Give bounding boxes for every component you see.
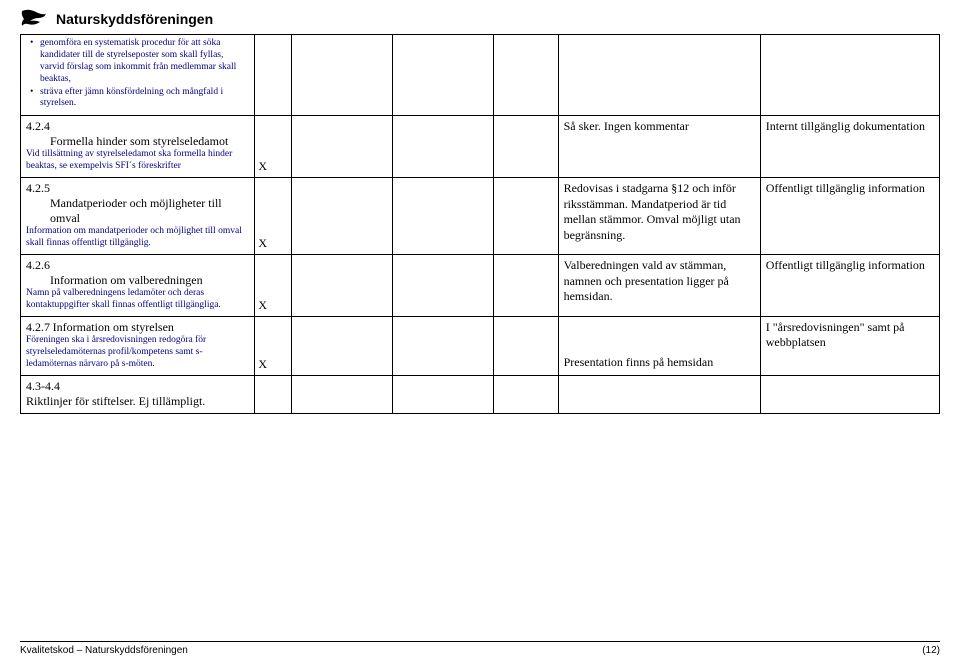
table-row: genomföra en systematisk procedur för at… [21,35,940,116]
section-title: Riktlinjer för stiftelser. Ej tillämplig… [26,394,249,409]
empty-cell [494,255,558,317]
section-title: Mandatperioder och möjligheter till omva… [50,196,249,226]
table-row: 4.3-4.4 Riktlinjer för stiftelser. Ej ti… [21,375,940,413]
section-number: 4.2.5 [26,181,50,195]
empty-cell [292,375,393,413]
section-number: 4.3-4.4 [26,379,249,394]
section-title: Formella hinder som styrelseledamot [50,134,249,149]
x-mark: X [255,255,292,317]
empty-cell [292,316,393,375]
description-cell: 4.3-4.4 Riktlinjer för stiftelser. Ej ti… [21,375,255,413]
empty-cell [393,375,494,413]
section-number: 4.2.6 [26,258,50,272]
result-cell: Offentligt tillgänglig information [760,255,939,317]
list-item: sträva efter jämn könsfördelning och mån… [40,87,249,111]
empty-cell [494,35,558,116]
empty-cell [558,375,760,413]
section-desc: Information om mandatperioder och möjlig… [26,226,249,250]
empty-cell [393,35,494,116]
section-desc: Namn på valberedningens ledamöter och de… [26,288,249,312]
section-number: 4.2.4 [26,119,50,133]
section-title: Information om styrelsen [53,320,174,334]
empty-cell [393,316,494,375]
x-mark: X [255,116,292,178]
empty-cell [494,116,558,178]
comment-cell: Så sker. Ingen kommentar [558,116,760,178]
empty-cell [558,35,760,116]
footer-page-number: (12) [922,642,940,656]
table-row: 4.2.6 Information om valberedningen Namn… [21,255,940,317]
content-table-wrap: genomföra en systematisk procedur för at… [0,34,960,414]
falcon-icon [20,8,48,30]
section-title: Information om valberedningen [50,273,249,288]
content-table: genomföra en systematisk procedur för at… [20,34,940,414]
description-cell: 4.2.5 Mandatperioder och möjligheter til… [21,178,255,255]
bullet-list: genomföra en systematisk procedur för at… [26,38,249,110]
section-number: 4.2.7 [26,320,50,334]
comment-cell: Valberedningen vald av stämman, namnen o… [558,255,760,317]
empty-cell [760,375,939,413]
empty-cell [292,255,393,317]
empty-cell [292,35,393,116]
empty-cell [255,375,292,413]
description-cell: 4.2.6 Information om valberedningen Namn… [21,255,255,317]
description-cell: genomföra en systematisk procedur för at… [21,35,255,116]
footer-left: Kvalitetskod – Naturskyddsföreningen [20,645,188,656]
x-mark: X [255,316,292,375]
result-cell: Offentligt tillgänglig information [760,178,939,255]
comment-cell: Presentation finns på hemsidan [558,316,760,375]
description-cell: 4.2.7 Information om styrelsen Föreninge… [21,316,255,375]
comment-cell: Redovisas i stadgarna §12 och inför riks… [558,178,760,255]
table-row: 4.2.7 Information om styrelsen Föreninge… [21,316,940,375]
table-row: 4.2.4 Formella hinder som styrelseledamo… [21,116,940,178]
empty-cell [494,316,558,375]
list-item: genomföra en systematisk procedur för at… [40,38,249,86]
empty-cell [393,178,494,255]
empty-cell [292,178,393,255]
x-mark: X [255,178,292,255]
result-cell: I "årsredovisningen" samt på webbplatsen [760,316,939,375]
empty-cell [393,116,494,178]
empty-cell [494,178,558,255]
empty-cell [760,35,939,116]
empty-cell [393,255,494,317]
empty-cell [255,35,292,116]
result-cell: Internt tillgänglig dokumentation [760,116,939,178]
org-name: Naturskyddsföreningen [56,11,213,27]
description-cell: 4.2.4 Formella hinder som styrelseledamo… [21,116,255,178]
empty-cell [292,116,393,178]
empty-cell [494,375,558,413]
page-footer: Kvalitetskod – Naturskyddsföreningen [20,641,940,656]
section-desc: Föreningen ska i årsredovisningen redogö… [26,335,249,371]
table-row: 4.2.5 Mandatperioder och möjligheter til… [21,178,940,255]
section-desc: Vid tillsättning av styrelseledamot ska … [26,149,249,173]
page-header: Naturskyddsföreningen [0,0,960,34]
